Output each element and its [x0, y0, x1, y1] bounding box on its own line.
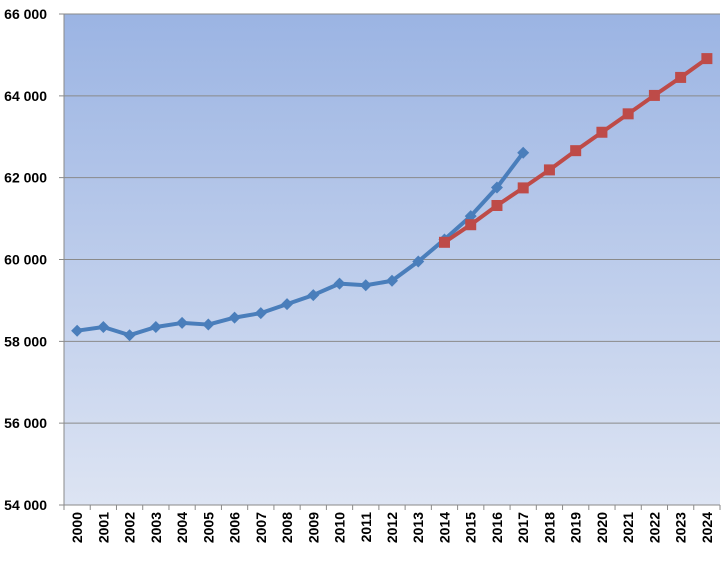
x-tick-label: 2006	[227, 512, 243, 543]
data-point	[517, 146, 530, 159]
x-tick-label: 2014	[436, 512, 452, 543]
x-tick-label: 2016	[489, 512, 505, 543]
data-point	[202, 318, 215, 331]
x-tick-label: 2007	[253, 512, 269, 543]
y-tick-label: 54 000	[4, 497, 47, 513]
y-tick-label: 60 000	[4, 252, 47, 268]
data-point	[596, 126, 608, 138]
x-tick-label: 2017	[515, 512, 531, 543]
x-tick-label: 2012	[384, 512, 400, 543]
x-tick-label: 2004	[174, 512, 190, 543]
x-tick-label: 2023	[673, 512, 689, 543]
x-tick-label: 2020	[594, 512, 610, 543]
y-tick-label: 66 000	[4, 6, 47, 22]
data-point	[622, 108, 634, 120]
x-tick-label: 2009	[305, 512, 321, 543]
data-point	[386, 274, 398, 287]
data-point	[570, 145, 582, 157]
y-tick-label: 62 000	[4, 170, 47, 186]
data-point	[359, 279, 372, 292]
data-point	[149, 321, 162, 334]
x-tick-label: 2015	[463, 512, 479, 543]
y-tick-label: 58 000	[4, 333, 47, 349]
data-point	[333, 277, 346, 290]
series-layer	[71, 53, 713, 342]
data-point	[465, 219, 477, 231]
data-point	[254, 307, 267, 320]
x-tick-label: 2019	[568, 512, 584, 543]
data-point	[228, 311, 241, 324]
x-tick-label: 2011	[358, 512, 374, 543]
data-point	[281, 298, 294, 311]
x-tick-label: 2018	[541, 512, 557, 543]
y-axis: 54 000 56 000 58 000 60 000 62 000 64 000 66 0…	[4, 6, 47, 513]
data-point	[675, 71, 687, 83]
data-point	[71, 324, 84, 337]
x-tick-label: 2003	[148, 512, 164, 543]
data-point	[648, 89, 660, 101]
y-tick-label: 64 000	[4, 88, 47, 104]
data-point	[490, 181, 503, 194]
data-point	[123, 329, 136, 342]
x-tick-label: 2010	[332, 512, 348, 543]
x-axis: 2000 2001 2002 2003 2004 2005 2006 2007 2008 2009…	[63, 505, 721, 543]
data-point	[97, 321, 110, 334]
x-tick-label: 2002	[122, 512, 138, 543]
x-tick-label: 2005	[200, 512, 216, 543]
data-point	[543, 164, 555, 176]
data-point	[438, 236, 450, 248]
y-tick-label: 56 000	[4, 415, 47, 431]
data-point	[701, 53, 713, 65]
x-tick-label: 2021	[620, 512, 636, 543]
data-point	[491, 199, 503, 211]
x-tick-label: 2022	[646, 512, 662, 543]
x-tick-label: 2001	[95, 512, 111, 543]
x-tick-label: 2008	[279, 512, 295, 543]
data-point	[517, 182, 529, 194]
data-point	[176, 316, 189, 329]
data-point	[464, 210, 477, 223]
x-tick-label: 2024	[699, 512, 715, 543]
x-tick-label: 2000	[69, 512, 85, 543]
data-point	[412, 255, 425, 268]
data-point	[307, 289, 320, 302]
x-tick-label: 2013	[410, 512, 426, 543]
